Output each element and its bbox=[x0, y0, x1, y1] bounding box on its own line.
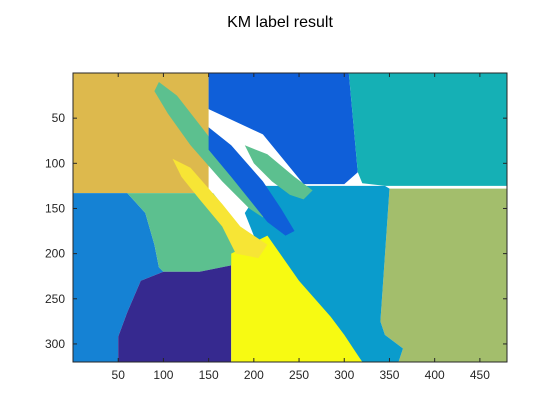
y-tick-label-250: 250 bbox=[45, 292, 65, 306]
heatmap-region-c3-3 bbox=[73, 193, 164, 362]
y-tick-label-150: 150 bbox=[45, 201, 65, 215]
plot-frame bbox=[72, 72, 508, 363]
plot-area bbox=[72, 72, 508, 363]
x-tick-label-50: 50 bbox=[112, 368, 126, 382]
chart-title: KM label result bbox=[227, 14, 333, 31]
y-tick-label-50: 50 bbox=[52, 111, 66, 125]
heatmap-region-c7-6 bbox=[380, 188, 507, 362]
heatmap-region-c5-2 bbox=[348, 73, 507, 186]
x-axis: 50 100 150 200 250 300 350 400 450 bbox=[112, 73, 490, 382]
x-tick-label-400: 400 bbox=[425, 368, 445, 382]
x-tick-label-250: 250 bbox=[289, 368, 309, 382]
heatmap-region-c10-8 bbox=[231, 235, 363, 362]
x-tick-label-200: 200 bbox=[244, 368, 264, 382]
heatmap-region-c2-11 bbox=[208, 127, 295, 236]
x-tick-label-150: 150 bbox=[199, 368, 219, 382]
y-tick-label-100: 100 bbox=[45, 156, 65, 170]
x-tick-label-300: 300 bbox=[334, 368, 354, 382]
heatmap-region-c9-9 bbox=[172, 158, 268, 259]
y-tick-label-200: 200 bbox=[45, 247, 65, 261]
x-tick-label-350: 350 bbox=[379, 368, 399, 382]
y-tick-label-300: 300 bbox=[45, 337, 65, 351]
heatmap-region-c2-1 bbox=[208, 73, 358, 185]
heatmap-region-c1-5 bbox=[118, 265, 232, 362]
y-axis: 50 100 150 200 250 300 bbox=[45, 111, 507, 351]
x-tick-label-100: 100 bbox=[153, 368, 173, 382]
x-tick-label-450: 450 bbox=[470, 368, 490, 382]
heatmap-regions bbox=[73, 73, 507, 362]
heatmap-region-c6-12 bbox=[244, 145, 313, 200]
